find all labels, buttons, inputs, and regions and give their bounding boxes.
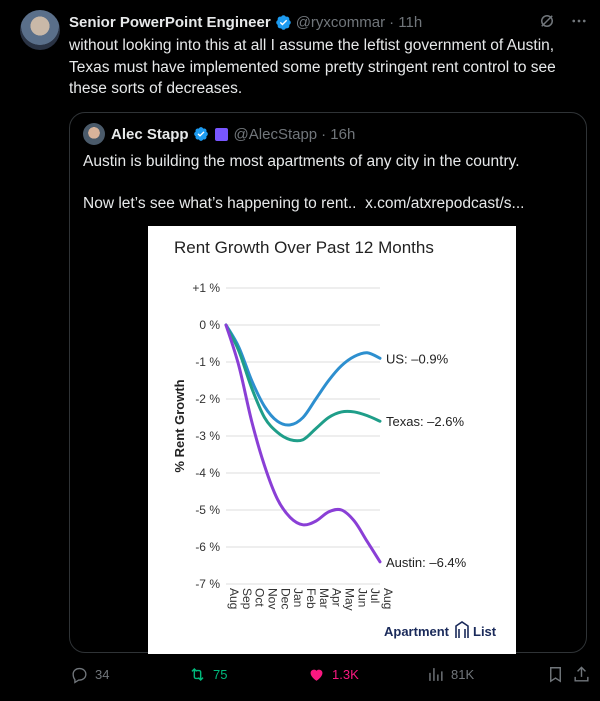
top-actions bbox=[538, 12, 588, 30]
x-tick-label: Sep bbox=[240, 588, 254, 610]
heart-icon bbox=[310, 669, 323, 681]
tweet-header: Senior PowerPoint Engineer @ryxcommar · … bbox=[69, 11, 422, 33]
share-icon bbox=[574, 666, 589, 682]
x-tick-label: Feb bbox=[304, 588, 318, 609]
series-line-austin bbox=[224, 323, 382, 564]
bookmark-button[interactable] bbox=[546, 665, 565, 684]
brand-label: Apartment bbox=[384, 624, 450, 639]
y-tick-label: -6 % bbox=[195, 540, 220, 554]
brand-label-2: List bbox=[473, 624, 497, 639]
views-button[interactable]: 81K bbox=[426, 665, 474, 684]
series-line-us bbox=[224, 323, 382, 427]
author-name[interactable]: Senior PowerPoint Engineer bbox=[69, 13, 271, 31]
x-tick-label: Jun bbox=[355, 588, 369, 607]
reply-icon bbox=[72, 667, 87, 684]
x-tick-label: Aug bbox=[227, 588, 241, 609]
share-button[interactable] bbox=[572, 665, 591, 684]
bookmark-icon bbox=[550, 667, 561, 683]
y-axis-label: % Rent Growth bbox=[172, 379, 187, 472]
y-tick-label: -2 % bbox=[195, 392, 220, 406]
x-tick-label: Jul bbox=[368, 588, 382, 603]
y-tick-label: -7 % bbox=[195, 577, 220, 591]
quote-time[interactable]: · 16h bbox=[321, 125, 356, 143]
like-count: 1.3K bbox=[332, 667, 359, 682]
verified-badge-icon bbox=[275, 14, 291, 30]
x-tick-label: Dec bbox=[278, 588, 292, 609]
quote-author-name[interactable]: Alec Stapp bbox=[111, 125, 189, 143]
y-tick-label: -1 % bbox=[195, 355, 220, 369]
more-options-icon[interactable] bbox=[570, 12, 588, 30]
quote-line-1: Austin is building the most apartments o… bbox=[83, 153, 520, 170]
affiliation-badge-icon bbox=[214, 127, 228, 141]
y-tick-label: -3 % bbox=[195, 429, 220, 443]
author-avatar[interactable] bbox=[20, 10, 60, 50]
like-button[interactable]: 1.3K bbox=[307, 665, 359, 684]
quoted-tweet[interactable]: Alec Stapp @AlecStapp · 16h Austin is bu… bbox=[69, 112, 587, 654]
series-label-texas: Texas: –2.6% bbox=[386, 414, 464, 429]
y-tick-label: -4 % bbox=[195, 466, 220, 480]
action-bar: 34 75 1.3K 81K bbox=[0, 665, 600, 689]
reply-count: 34 bbox=[95, 667, 110, 682]
quote-text: Austin is building the most apartments o… bbox=[83, 151, 573, 235]
x-tick-label: Apr bbox=[330, 588, 344, 607]
y-axis-ticks: +1 % 0 % -1 % -2 % -3 % -4 % -5 % -6 % -7 % bbox=[192, 281, 220, 591]
quote-link[interactable]: x.com/atxrepodcast/s... bbox=[365, 195, 525, 212]
tweet-time[interactable]: · 11h bbox=[389, 13, 423, 31]
y-tick-label: -5 % bbox=[195, 503, 220, 517]
quote-author-avatar[interactable] bbox=[83, 123, 105, 145]
x-tick-label: Jan bbox=[291, 588, 305, 607]
y-tick-label: 0 % bbox=[199, 318, 220, 332]
apartment-list-logo: Apartment List bbox=[384, 621, 497, 639]
quote-author-handle[interactable]: @AlecStapp bbox=[233, 125, 318, 143]
x-tick-label: Aug bbox=[381, 588, 395, 609]
quote-line-2: Now let’s see what’s happening to rent..… bbox=[83, 193, 573, 214]
tweet-text: without looking into this at all I assum… bbox=[69, 37, 556, 97]
view-count: 81K bbox=[451, 667, 475, 682]
reply-button[interactable]: 34 bbox=[70, 665, 109, 684]
quote-line-2-text: Now let’s see what’s happening to rent.. bbox=[83, 195, 357, 212]
quote-verified-badge-icon bbox=[193, 127, 208, 141]
quote-header: Alec Stapp @AlecStapp · 16h bbox=[83, 122, 355, 146]
x-tick-label: Nov bbox=[266, 588, 280, 609]
x-tick-label: May bbox=[343, 588, 357, 611]
views-icon bbox=[429, 668, 443, 681]
apartment-list-icon bbox=[455, 621, 469, 638]
series-label-us: US: –0.9% bbox=[386, 351, 449, 366]
chart-image[interactable]: Rent Growth Over Past 12 Months +1 % 0 % -… bbox=[148, 226, 516, 654]
author-handle[interactable]: @ryxcommar bbox=[295, 13, 386, 31]
rent-growth-chart: Rent Growth Over Past 12 Months +1 % 0 % -… bbox=[172, 238, 497, 639]
x-tick-label: Oct bbox=[253, 588, 267, 607]
grok-icon[interactable] bbox=[538, 12, 556, 30]
repost-button[interactable]: 75 bbox=[188, 665, 227, 684]
repost-icon bbox=[191, 667, 204, 682]
series-lines bbox=[224, 323, 382, 564]
series-end-labels: US: –0.9% Texas: –2.6% Austin: –6.4% bbox=[386, 351, 467, 570]
repost-count: 75 bbox=[213, 667, 228, 682]
chart-title: Rent Growth Over Past 12 Months bbox=[174, 238, 434, 257]
series-line-texas bbox=[224, 323, 382, 443]
y-tick-label: +1 % bbox=[192, 281, 220, 295]
chart-grid bbox=[226, 287, 380, 585]
x-tick-label: Mar bbox=[317, 588, 331, 609]
series-label-austin: Austin: –6.4% bbox=[386, 555, 467, 570]
